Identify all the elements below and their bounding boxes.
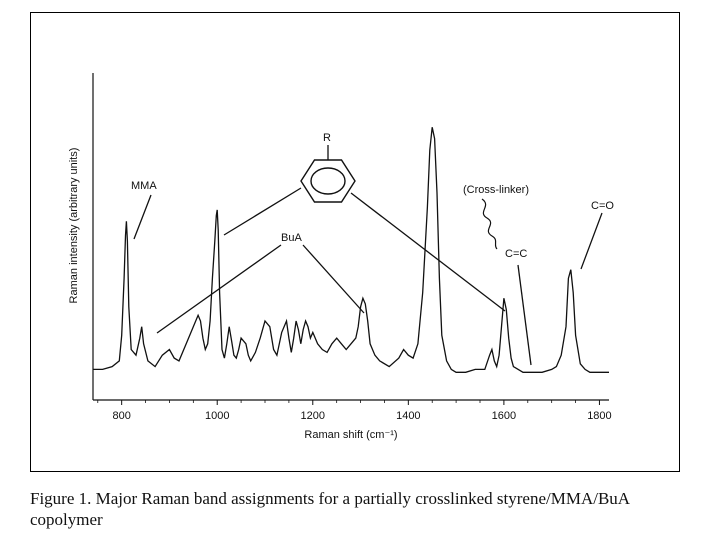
x-tick-label: 1000: [205, 410, 229, 422]
annotation-cross-linker: (Cross-linker): [463, 184, 529, 196]
leader-mma: [133, 194, 152, 240]
benzene-ring-icon: [300, 145, 356, 203]
axes: [92, 73, 609, 401]
y-axis-label: Raman intensity (arbitrary units): [68, 148, 80, 304]
leader-styrene-1000: [223, 187, 302, 236]
x-tick-label: 1800: [587, 410, 611, 422]
x-tick-label: 1400: [396, 410, 420, 422]
figure-caption: Figure 1. Major Raman band assignments f…: [30, 488, 720, 530]
leader-bua-1300: [302, 244, 365, 314]
leader-styrene-1600: [350, 192, 506, 312]
annotation-c-c: C=C: [505, 248, 527, 260]
annotation-r: R: [323, 132, 331, 144]
caption-line-2: copolymer: [30, 510, 103, 529]
figure-frame: 800 1000 1200 1400 1600 1800 Raman shift (cm⁻…: [30, 12, 680, 472]
leader-cross-linker-squiggle: [481, 198, 498, 250]
x-tick-label: 1600: [492, 410, 516, 422]
annotation-leaders: [133, 187, 603, 366]
caption-line-1: Figure 1. Major Raman band assignments f…: [30, 489, 631, 508]
benzene-aromatic-circle: [310, 167, 346, 195]
leader-c-o: [580, 212, 603, 270]
x-tick-label: 1200: [301, 410, 325, 422]
x-tick-label: 800: [112, 410, 130, 422]
leader-bua-840: [156, 244, 282, 334]
annotation-mma: MMA: [131, 180, 157, 192]
leader-c-c: [517, 264, 532, 366]
raman-spectrum-chart: 800 1000 1200 1400 1600 1800 Raman shift (cm⁻…: [68, 73, 614, 441]
annotation-bua: BuA: [281, 232, 302, 244]
benzene-hexagon: [300, 159, 356, 203]
spectrum-line: [93, 127, 609, 373]
annotation-c-o: C=O: [591, 200, 614, 212]
x-ticks: 800 1000 1200 1400 1600 1800: [97, 400, 612, 422]
x-axis-label: Raman shift (cm⁻¹): [304, 429, 397, 441]
